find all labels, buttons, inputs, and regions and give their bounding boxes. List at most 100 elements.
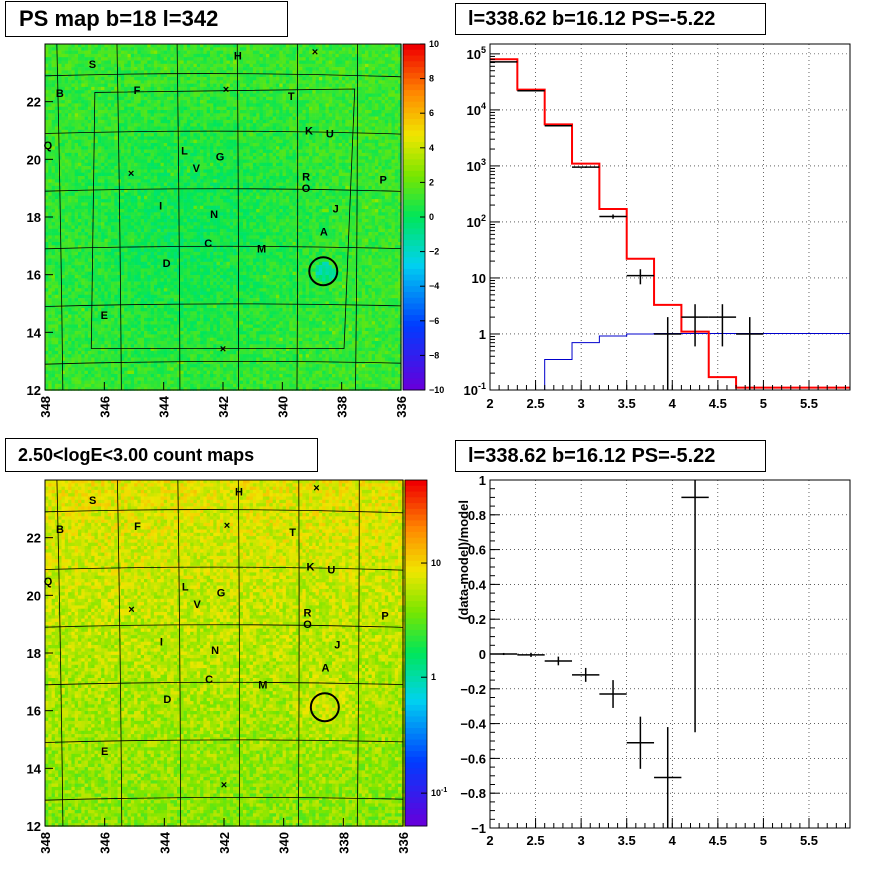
heatmap-cell: [117, 106, 122, 111]
heatmap-cell: [388, 116, 392, 121]
heatmap-cell: [272, 57, 277, 61]
heatmap-cell: [338, 53, 343, 58]
heatmap-cell: [368, 123, 372, 127]
heatmap-cell: [378, 166, 382, 170]
heatmap-cell: [74, 185, 79, 190]
heatmap-cell: [45, 113, 49, 117]
heatmap-cell: [368, 152, 372, 157]
heatmap-cell: [150, 182, 155, 187]
heatmap-cell: [272, 83, 277, 88]
heatmap-cell: [68, 100, 72, 104]
heatmap-cell: [259, 152, 264, 157]
heatmap-cell: [226, 192, 231, 197]
heatmap-cell: [78, 156, 82, 160]
heatmap-cell: [279, 67, 283, 71]
heatmap-cell: [236, 44, 240, 48]
heatmap-cell: [183, 60, 188, 65]
heatmap-cell: [358, 119, 363, 124]
heatmap-cell: [285, 162, 290, 167]
heatmap-cell: [398, 136, 402, 140]
heatmap-cell: [371, 143, 376, 147]
heatmap-cell: [279, 73, 283, 78]
heatmap-cell: [210, 166, 214, 170]
heatmap-cell: [292, 169, 297, 173]
heatmap-cell: [170, 133, 174, 137]
heatmap-cell: [114, 149, 118, 154]
heatmap-cell: [81, 126, 85, 131]
heatmap-cell: [302, 44, 306, 48]
heatmap-cell: [147, 185, 151, 190]
heatmap-cell: [249, 192, 254, 197]
heatmap-cell: [219, 60, 224, 65]
heatmap-cell: [345, 143, 349, 147]
heatmap-cell: [266, 133, 270, 137]
heatmap-cell: [219, 96, 224, 101]
heatmap-cell: [302, 176, 306, 180]
heatmap-cell: [163, 44, 168, 48]
heatmap-cell: [223, 70, 227, 74]
heatmap-cell: [233, 169, 237, 173]
heatmap-cell: [375, 133, 379, 137]
heatmap-cell: [144, 60, 148, 65]
heatmap-cell: [183, 176, 188, 180]
heatmap-cell: [315, 136, 320, 140]
heatmap-cell: [61, 70, 66, 74]
heatmap-cell: [259, 57, 264, 61]
heatmap-cell: [332, 86, 336, 91]
heatmap-cell: [328, 143, 333, 147]
heatmap-cell: [117, 50, 122, 55]
heatmap-cell: [375, 156, 379, 160]
heatmap-cell: [325, 152, 330, 157]
heatmap-cell: [309, 80, 313, 84]
heatmap-cell: [388, 110, 392, 114]
heatmap-cell: [97, 103, 102, 107]
heatmap-cell: [87, 96, 92, 101]
heatmap-cell: [163, 47, 168, 51]
heatmap-cell: [51, 192, 56, 197]
heatmap-cell: [74, 139, 79, 144]
heatmap-cell: [173, 139, 178, 144]
heatmap-cell: [388, 96, 392, 101]
heatmap-cell: [332, 192, 336, 197]
heatmap-cell: [120, 182, 125, 187]
heatmap-cell: [338, 96, 343, 101]
heatmap-cell: [361, 126, 366, 131]
heatmap-cell: [91, 44, 95, 48]
heatmap-cell: [130, 185, 135, 190]
heatmap-cell: [101, 123, 105, 127]
heatmap-cell: [68, 162, 72, 167]
heatmap-cell: [104, 185, 108, 190]
heatmap-cell: [279, 70, 283, 74]
heatmap-cell: [180, 50, 184, 55]
heatmap-cell: [58, 123, 62, 127]
heatmap-cell: [266, 93, 270, 98]
heatmap-cell: [266, 50, 270, 55]
heatmap-cell: [358, 60, 363, 65]
heatmap-cell: [200, 93, 204, 98]
heatmap-cell: [193, 182, 198, 187]
heatmap-cell: [84, 90, 89, 94]
heatmap-cell: [322, 176, 326, 180]
heatmap-cell: [322, 44, 326, 48]
heatmap-cell: [381, 110, 386, 114]
heatmap-cell: [282, 50, 287, 55]
heatmap-cell: [223, 123, 227, 127]
heatmap-cell: [163, 50, 168, 55]
heatmap-cell: [210, 96, 214, 101]
heatmap-cell: [45, 123, 49, 127]
heatmap-cell: [233, 156, 237, 160]
heatmap-cell: [97, 126, 102, 131]
heatmap-cell: [292, 113, 297, 117]
heatmap-cell: [144, 133, 148, 137]
heatmap-cell: [213, 129, 217, 134]
heatmap-cell: [210, 136, 214, 140]
heatmap-cell: [137, 116, 141, 121]
heatmap-cell: [262, 73, 267, 78]
heatmap-cell: [322, 93, 326, 98]
heatmap-cell: [124, 47, 128, 51]
heatmap-cell: [358, 44, 363, 48]
heatmap-cell: [58, 143, 62, 147]
heatmap-cell: [315, 77, 320, 81]
heatmap-cell: [259, 60, 264, 65]
